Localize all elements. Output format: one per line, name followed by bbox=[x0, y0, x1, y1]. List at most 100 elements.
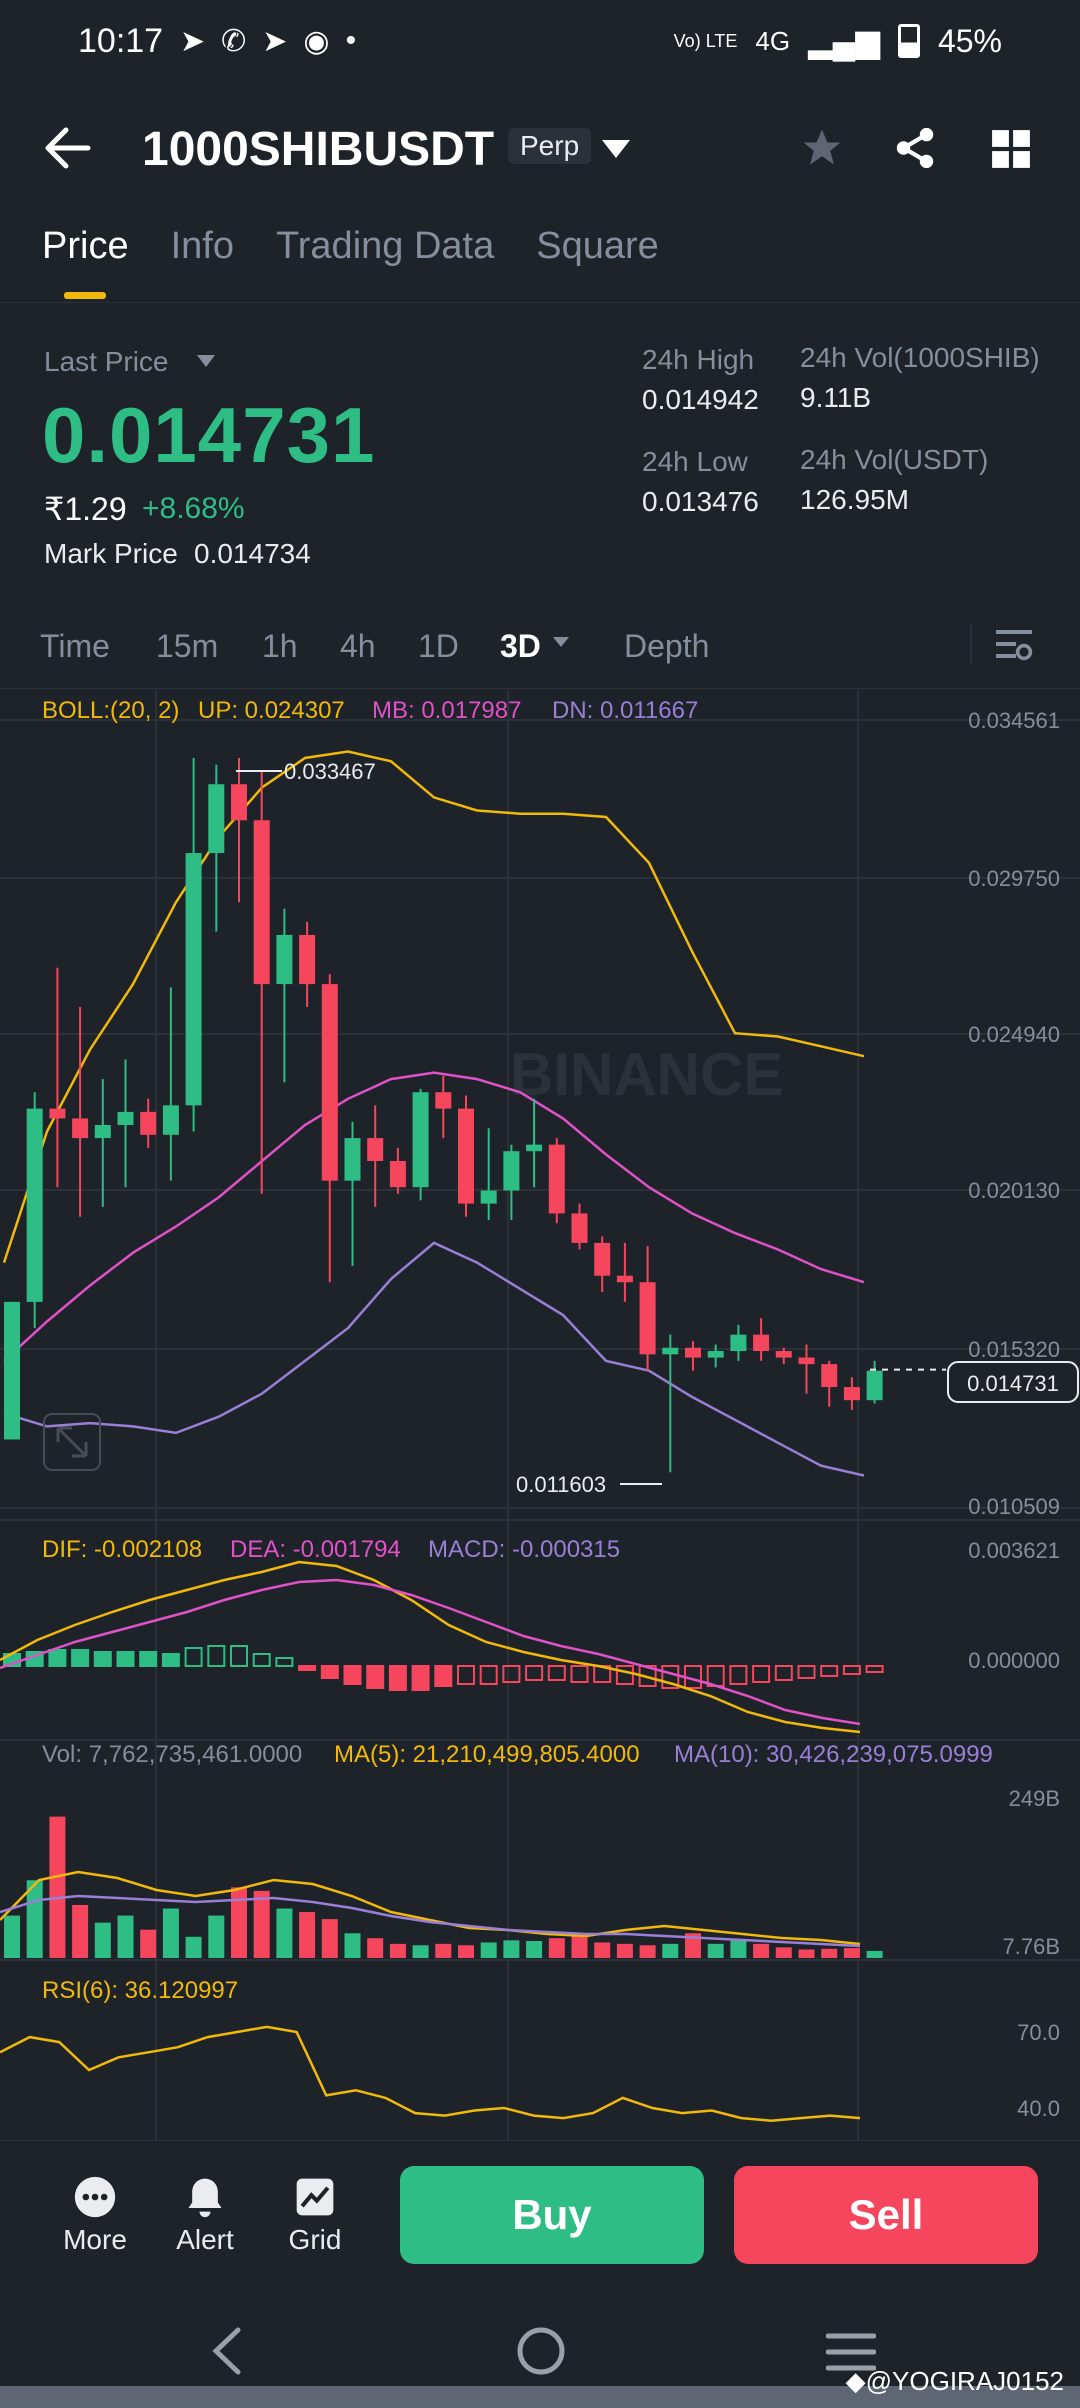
low-label: 24h Low bbox=[642, 446, 748, 477]
tab-info[interactable]: Info bbox=[170, 225, 234, 267]
nav-menu-icon[interactable] bbox=[826, 2332, 876, 2372]
candle-body bbox=[117, 1111, 134, 1125]
mark-price: 0.014734 bbox=[194, 538, 311, 569]
interval-bar-divider bbox=[0, 688, 1080, 689]
interval-time[interactable]: Time bbox=[40, 628, 110, 664]
interval-3d[interactable]: 3D bbox=[500, 628, 541, 664]
candle-body bbox=[548, 1144, 565, 1214]
rsi-tick: 70.0 bbox=[1017, 2020, 1060, 2045]
candle-body bbox=[389, 1161, 406, 1188]
grid-layout-icon[interactable] bbox=[990, 128, 1032, 170]
interval-1d[interactable]: 1D bbox=[418, 628, 459, 664]
candle-body bbox=[299, 934, 316, 985]
tabs-divider bbox=[0, 302, 1080, 303]
candle-body bbox=[707, 1351, 724, 1358]
boll-mb: MB: 0.017987 bbox=[372, 697, 521, 724]
nav-home-icon[interactable] bbox=[516, 2326, 566, 2376]
volume-bar bbox=[276, 1908, 293, 1958]
boll-up-line bbox=[2, 750, 865, 1263]
system-icons: Vo) LTE 4G ▂▄▆ 45% bbox=[674, 22, 1002, 60]
candle-body bbox=[458, 1108, 474, 1204]
candle-body bbox=[571, 1213, 588, 1243]
tab-price[interactable]: Price bbox=[42, 225, 129, 267]
ma5-line bbox=[0, 1870, 861, 1946]
back-arrow-icon[interactable] bbox=[44, 126, 92, 170]
telegram-icon-2: ➤ bbox=[262, 25, 288, 58]
macd-bar bbox=[774, 1665, 793, 1681]
volume-bar bbox=[730, 1940, 747, 1958]
macd-bar bbox=[252, 1653, 271, 1667]
volume-bar bbox=[4, 1915, 20, 1958]
active-tab-indicator bbox=[64, 292, 106, 299]
interval-1h[interactable]: 1h bbox=[262, 628, 298, 664]
rsi-label: RSI(6): 36.120997 bbox=[42, 1977, 238, 2004]
dif-line bbox=[0, 1560, 861, 1734]
price-tick: 0.010509 bbox=[968, 1494, 1060, 1519]
volume-bar bbox=[685, 1933, 701, 1958]
candle-body bbox=[344, 1138, 361, 1181]
symbol-dropdown-icon[interactable] bbox=[600, 138, 632, 160]
tab-square[interactable]: Square bbox=[536, 225, 659, 267]
interval-dropdown-icon[interactable] bbox=[552, 636, 570, 648]
interval-15m[interactable]: 15m bbox=[156, 628, 219, 664]
share-icon[interactable] bbox=[892, 124, 938, 172]
kline-chart[interactable]: BINANCE BOLL:(20, 2) UP: 0.024307 MB: 0.… bbox=[0, 690, 1080, 2140]
macd-bar bbox=[343, 1665, 362, 1685]
macd-bar bbox=[865, 1665, 884, 1673]
volume-bar bbox=[162, 1908, 179, 1958]
macd-bar bbox=[661, 1665, 680, 1689]
macd-bar bbox=[275, 1657, 294, 1667]
macd-bar bbox=[570, 1665, 589, 1683]
vol-base-value: 9.11B bbox=[800, 382, 872, 413]
expand-chart-icon[interactable] bbox=[43, 1413, 101, 1471]
bell-icon bbox=[188, 2178, 222, 2218]
grid-bot-icon bbox=[296, 2178, 334, 2216]
low-marker: 0.011603 bbox=[516, 1472, 606, 1497]
candle-body bbox=[367, 1138, 384, 1162]
macd-tick: 0.003621 bbox=[968, 1538, 1060, 1563]
candle-body bbox=[26, 1108, 43, 1302]
price-tick: 0.029750 bbox=[968, 866, 1060, 891]
last-price-label[interactable]: Last Price bbox=[44, 346, 169, 377]
alert-button[interactable]: Alert bbox=[160, 2170, 250, 2256]
whatsapp-icon: ✆ bbox=[221, 25, 247, 58]
volume-bar bbox=[94, 1922, 111, 1958]
nav-back-icon[interactable] bbox=[210, 2326, 242, 2376]
candle-body bbox=[616, 1275, 633, 1283]
volume-bar bbox=[707, 1943, 724, 1958]
symbol-title[interactable]: 1000SHIBUSDT bbox=[142, 123, 495, 176]
macd-bar bbox=[161, 1653, 180, 1667]
last-price-dropdown-icon[interactable] bbox=[196, 354, 216, 368]
more-button[interactable]: More bbox=[50, 2170, 140, 2256]
favorite-star-icon[interactable] bbox=[800, 126, 844, 170]
candle-body bbox=[140, 1111, 157, 1135]
interval-depth[interactable]: Depth bbox=[624, 628, 710, 664]
volume-bar bbox=[299, 1912, 316, 1958]
volume-bar bbox=[321, 1919, 338, 1958]
grid-button[interactable]: Grid bbox=[270, 2170, 360, 2256]
candle-body bbox=[412, 1092, 429, 1188]
macd-bar bbox=[320, 1665, 339, 1679]
candle-body bbox=[4, 1301, 20, 1440]
dif-label: DIF: -0.002108 bbox=[42, 1536, 202, 1563]
macd-bar bbox=[207, 1645, 226, 1667]
volume-bar bbox=[503, 1940, 520, 1958]
boll-up: UP: 0.024307 bbox=[198, 697, 345, 724]
macd-bar bbox=[729, 1665, 748, 1685]
sell-button[interactable]: Sell bbox=[734, 2166, 1038, 2264]
volume-bar bbox=[775, 1947, 792, 1958]
candle-body bbox=[72, 1118, 89, 1139]
volume-bar bbox=[231, 1887, 247, 1958]
macd-bar bbox=[525, 1665, 544, 1681]
vol-label: Vol: 7,762,735,461.0000 bbox=[42, 1741, 302, 1768]
buy-button[interactable]: Buy bbox=[400, 2166, 704, 2264]
volume-bar bbox=[367, 1938, 384, 1958]
tab-trading-data[interactable]: Trading Data bbox=[275, 225, 495, 267]
interval-4h[interactable]: 4h bbox=[340, 628, 376, 664]
more-icon bbox=[74, 2176, 116, 2218]
low-value: 0.013476 bbox=[642, 486, 759, 517]
vol-base-label: 24h Vol(1000SHIB) bbox=[800, 342, 1040, 373]
app-icon: ◉ bbox=[303, 25, 330, 58]
price-change: +8.68% bbox=[142, 492, 245, 525]
chart-settings-icon[interactable] bbox=[994, 626, 1034, 664]
